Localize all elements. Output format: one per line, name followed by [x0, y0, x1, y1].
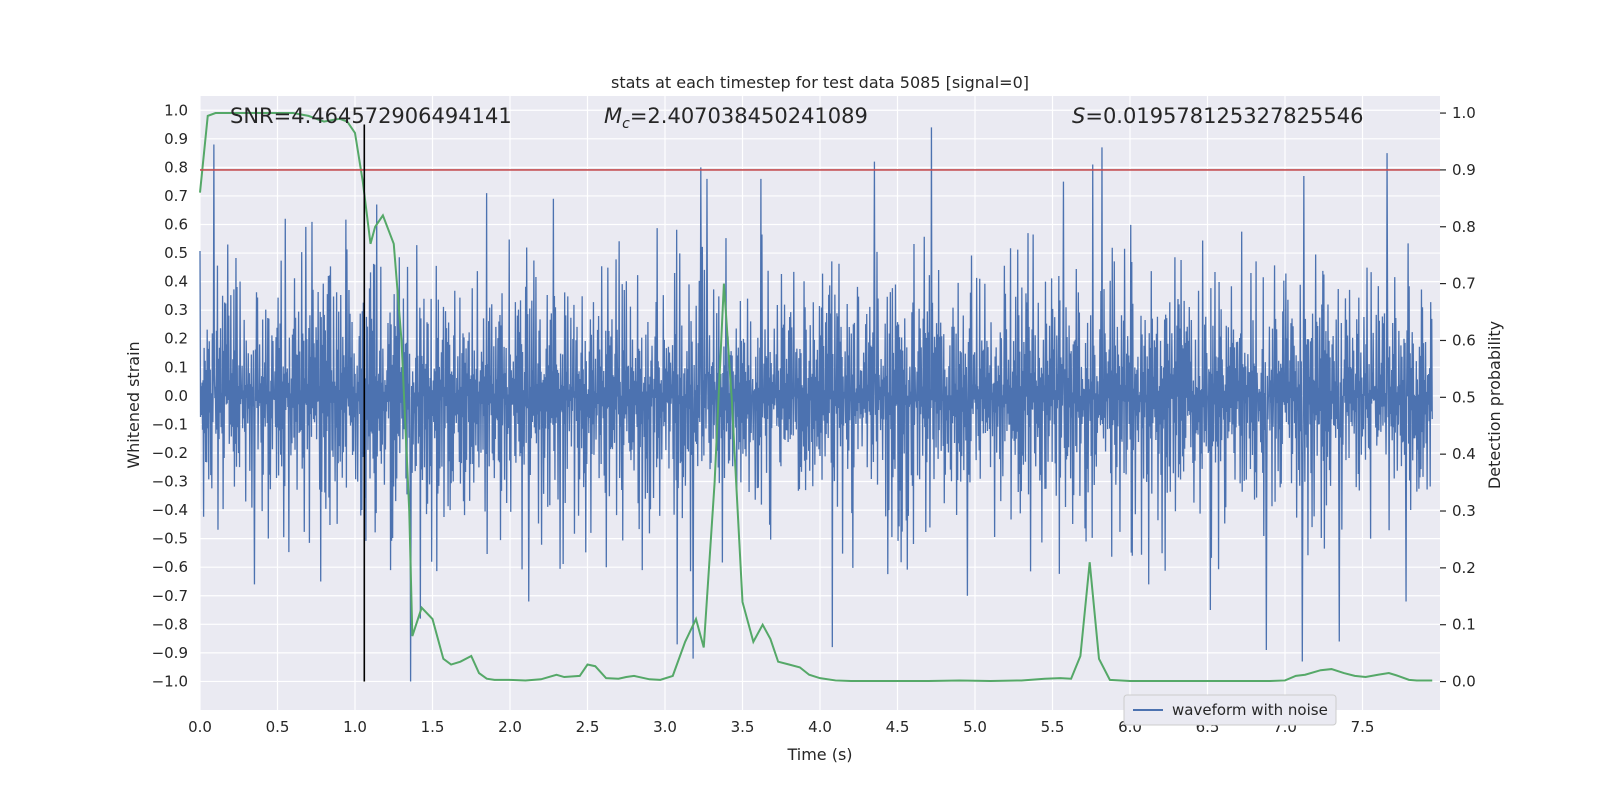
chirp-mass-subscript: c [622, 116, 630, 132]
s-value: =0.019578125327825546 [1085, 104, 1363, 128]
chart-title: stats at each timestep for test data 508… [611, 73, 1029, 92]
x-tick-label: 2.5 [576, 718, 600, 736]
y-tick-label: 0.5 [164, 244, 188, 262]
y2-tick-label: 0.0 [1452, 673, 1476, 691]
x-axis-label: Time (s) [786, 745, 852, 764]
x-tick-label: 4.5 [886, 718, 910, 736]
y2-tick-label: 0.3 [1452, 502, 1476, 520]
x-tick-label: 7.5 [1351, 718, 1375, 736]
x-tick-label: 5.0 [963, 718, 987, 736]
y-tick-label: 0.9 [164, 130, 188, 148]
y-tick-label: −0.8 [152, 615, 188, 633]
y-tick-label: 0.2 [164, 330, 188, 348]
x-tick-label: 4.0 [808, 718, 832, 736]
y-tick-label: −0.3 [152, 473, 188, 491]
legend-label: waveform with noise [1172, 701, 1328, 719]
y-tick-label: 0.6 [164, 216, 188, 234]
y2-tick-label: 1.0 [1452, 104, 1476, 122]
y2-tick-label: 0.4 [1452, 445, 1476, 463]
x-tick-label: 1.5 [421, 718, 445, 736]
x-tick-label: 0.5 [266, 718, 290, 736]
y-tick-label: 0.7 [164, 187, 188, 205]
waveform-line [199, 127, 1433, 682]
y-tick-label: 0.0 [164, 387, 188, 405]
chirp-mass-symbol: M [604, 104, 622, 128]
y2-axis-label: Detection probability [1485, 321, 1504, 489]
y2-tick-label: 0.1 [1452, 616, 1476, 634]
y-tick-label: 0.1 [164, 358, 188, 376]
y-tick-label: 0.4 [164, 273, 188, 291]
y2-tick-label: 0.7 [1452, 275, 1476, 293]
overlay-layer [200, 124, 1440, 682]
waveform-series [199, 127, 1433, 682]
y-tick-label: −1.0 [152, 672, 188, 690]
y2-tick-label: 0.5 [1452, 388, 1476, 406]
tick-layer: 0.0 0.5 1.0 1.5 2.0 2.5 3.0 3.5 4.0 4.5 5.0 5.5 6.0 6… [152, 101, 1476, 736]
legend-box [1123, 694, 1337, 726]
y2-tick-label: 0.8 [1452, 218, 1476, 236]
y-axis-label: Whitened strain [124, 341, 143, 468]
y-tick-label: 1.0 [164, 101, 188, 119]
probability-line [199, 112, 1433, 683]
y-tick-label: 0.8 [164, 158, 188, 176]
y-tick-label: −0.4 [152, 501, 188, 519]
x-tick-label: 1.0 [343, 718, 367, 736]
s-annotation: S=0.019578125327825546 [1072, 104, 1363, 128]
y2-tick-label: 0.9 [1452, 161, 1476, 179]
x-tick-label: 0.0 [188, 718, 212, 736]
x-tick-label: 2.0 [498, 718, 522, 736]
s-symbol: S [1072, 104, 1085, 128]
x-tick-label: 5.5 [1041, 718, 1065, 736]
y-tick-label: −0.6 [152, 558, 188, 576]
y-tick-label: −0.7 [152, 587, 188, 605]
y2-tick-label: 0.2 [1452, 559, 1476, 577]
y-tick-label: −0.5 [152, 530, 188, 548]
y-tick-label: −0.1 [152, 415, 188, 433]
y2-tick-label: 0.6 [1452, 331, 1476, 349]
y-tick-label: 0.3 [164, 301, 188, 319]
snr-annotation: SNR=4.464572906494141 [230, 104, 512, 128]
chirp-mass-value: =2.407038450241089 [630, 104, 868, 128]
probability-series [199, 112, 1433, 683]
x-tick-label: 3.5 [731, 718, 755, 736]
y-tick-label: −0.2 [152, 444, 188, 462]
chirp-mass-annotation: Mc=2.407038450241089 [604, 104, 868, 132]
y-tick-label: −0.9 [152, 644, 188, 662]
x-tick-label: 3.0 [653, 718, 677, 736]
legend: waveform with noise [1123, 694, 1337, 726]
